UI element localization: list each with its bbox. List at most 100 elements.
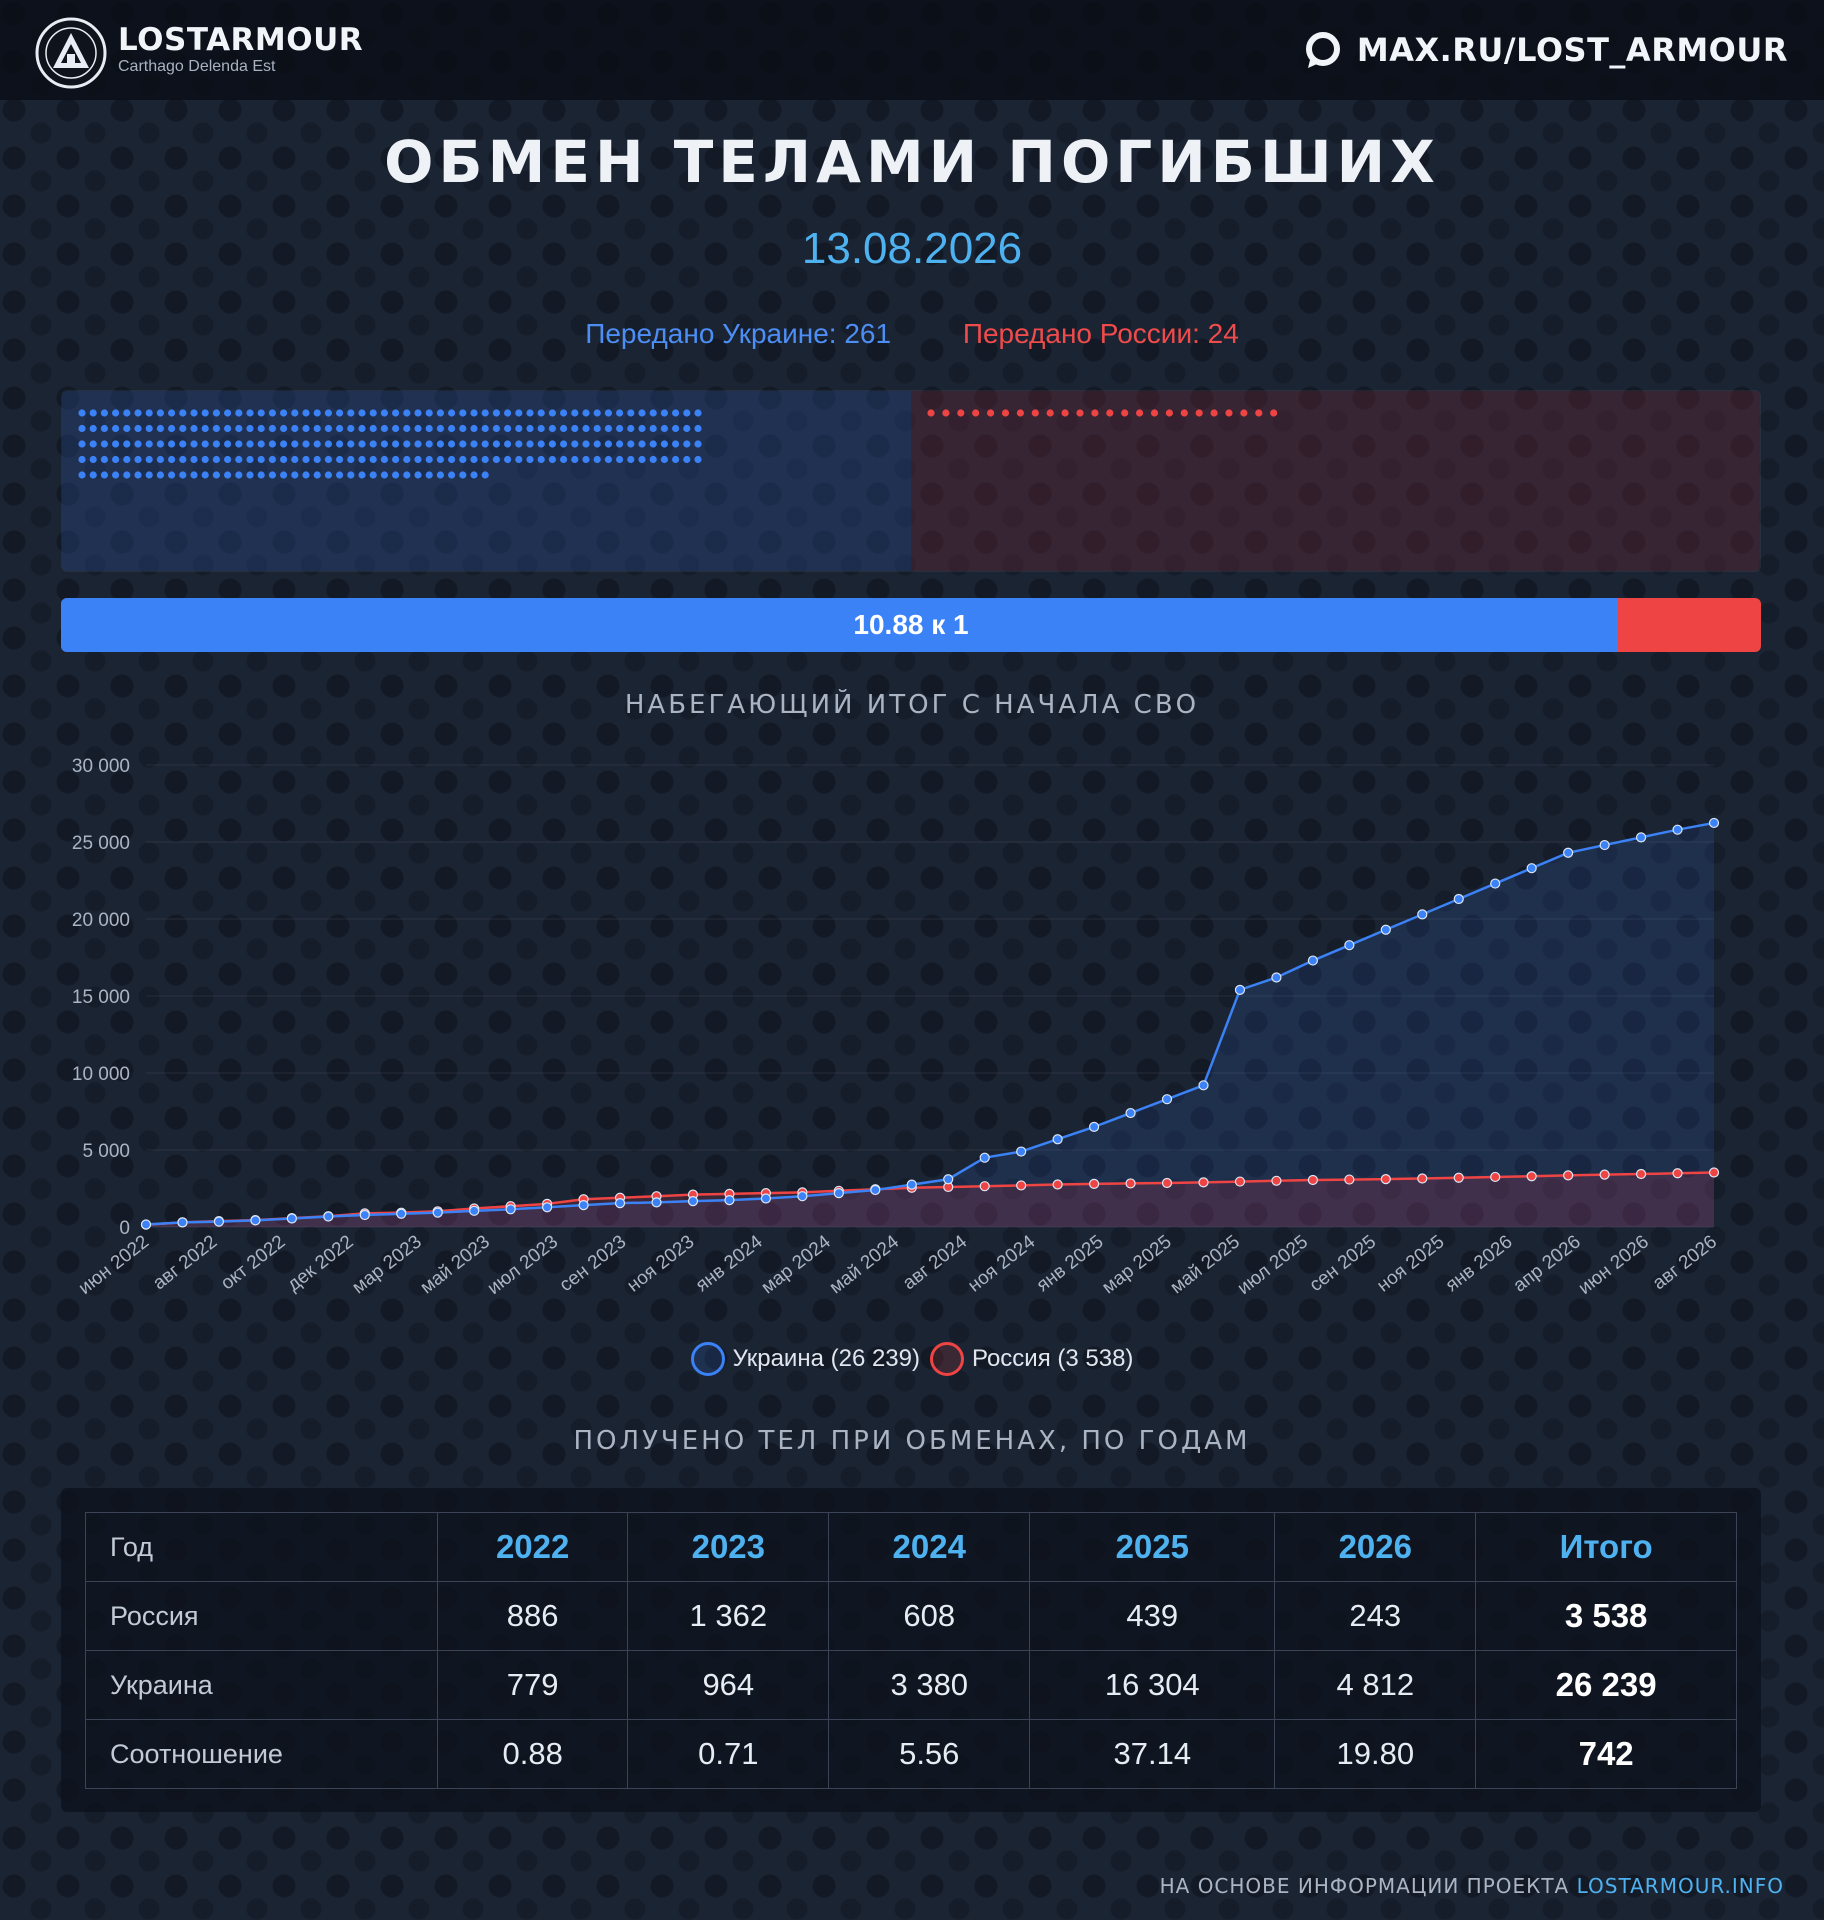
table-row: Россия 886 1 362 608 439 243 3 538 [85, 1581, 1737, 1651]
legend-ukraine[interactable]: Украина (26 239) [690, 1342, 920, 1376]
table-cell: 4 812 [1274, 1650, 1477, 1720]
ukraine-transfer-dot [638, 424, 646, 433]
russia-transfer-dot [1001, 409, 1010, 417]
ukraine-transfer-dot [649, 409, 657, 417]
ukraine-transfer-dot [134, 424, 142, 433]
ukraine-transfer-dot [268, 455, 276, 464]
ukraine-transfer-dot [593, 440, 601, 448]
ukraine-transfer-dot [425, 471, 433, 479]
ukraine-transfer-dot [571, 455, 579, 464]
ukraine-transfer-dot [448, 424, 456, 433]
table-cell: 243 [1274, 1581, 1477, 1651]
russia-dots-area [911, 391, 1760, 571]
footer-link[interactable]: LOSTARMOUR.INFO [1576, 1874, 1784, 1898]
russia-transfer-dot [1061, 409, 1069, 417]
table-cell: 964 [627, 1650, 830, 1720]
ukraine-transfer-dot [683, 409, 691, 417]
ukraine-data-point [250, 1215, 261, 1226]
russia-data-point [1307, 1174, 1318, 1186]
russia-data-point [1708, 1167, 1720, 1178]
ukraine-transfer-dot [302, 440, 310, 448]
table-header-row: Год 2022 2023 2024 2025 2026 Итого [85, 1512, 1737, 1582]
ukraine-transfer-dot [436, 424, 444, 433]
ukraine-transfer-dot [134, 409, 142, 417]
ukraine-transfer-dot [134, 455, 142, 464]
x-tick-label: июн 2026 [1575, 1231, 1653, 1299]
ukraine-transfer-dot [380, 471, 388, 479]
ukraine-data-point [359, 1209, 370, 1221]
ukraine-transfer-dot [604, 424, 613, 433]
ukraine-transfer-dot [358, 440, 366, 448]
ukraine-transfer-dot [324, 471, 332, 479]
ukraine-transfer-dot [268, 471, 276, 479]
ukraine-transfer-dot [235, 440, 243, 448]
russia-dots [927, 409, 1278, 417]
table-cell: 439 [1029, 1581, 1276, 1651]
ukraine-transfer-dot [123, 455, 131, 464]
x-tick-label: окт 2022 [217, 1231, 289, 1294]
russia-transfer-dot [1076, 409, 1084, 417]
ukraine-transfer-dot [201, 409, 209, 417]
ukraine-transfer-dot [672, 440, 680, 448]
ukraine-transfer-dot [515, 409, 523, 417]
ukraine-transfer-dot [470, 455, 478, 464]
footer-text: НА ОСНОВЕ ИНФОРМАЦИИ ПРОЕКТА [1159, 1874, 1577, 1898]
ukraine-transfer-dot [302, 471, 310, 479]
yearly-table: Год 2022 2023 2024 2025 2026 Итого Росси… [85, 1512, 1737, 1789]
brand-name: LOSTARMOUR [118, 22, 364, 58]
ukraine-transfer-dot [324, 440, 332, 448]
ukraine-transfer-dot [280, 455, 288, 464]
ukraine-transfer-dot [627, 424, 635, 433]
ukraine-transfer-dot [313, 440, 321, 448]
ukraine-transfer-dot [369, 440, 377, 448]
ukraine-transfer-dot [313, 424, 321, 433]
ukraine-transfer-dot [224, 409, 232, 417]
ukraine-transfer-dot [616, 424, 624, 433]
ukraine-transfer-dot [302, 424, 310, 433]
ukraine-transfer-dot [627, 440, 635, 448]
ukraine-transfer-dot [201, 424, 209, 433]
ukraine-transfer-dot [683, 424, 691, 433]
ukraine-transfer-dot [403, 424, 411, 433]
russia-data-point [1417, 1173, 1428, 1184]
legend-russia-label: Россия (3 538) [972, 1345, 1134, 1372]
table-header-cell: 2024 [828, 1512, 1031, 1582]
ukraine-transfer-dot [179, 440, 187, 448]
ukraine-transfer-dot [459, 455, 467, 464]
russia-transfer-dot [1091, 409, 1099, 417]
ukraine-transfer-dot [89, 471, 97, 479]
ukraine-transfer-dot [257, 471, 265, 479]
russia-area-fill [146, 1172, 1714, 1227]
ukraine-transfer-dot [336, 455, 344, 464]
table-row: Соотношение 0.88 0.71 5.56 37.14 19.80 7… [85, 1719, 1737, 1789]
ukraine-transfer-dot [168, 440, 176, 448]
ukraine-transfer-dot [235, 409, 243, 417]
ukraine-transfer-dot [694, 455, 702, 464]
max-messenger-icon [1305, 32, 1340, 68]
ukraine-transfer-dot [448, 471, 456, 479]
x-tick-label: мар 2025 [1098, 1231, 1175, 1298]
russia-data-point [979, 1181, 990, 1192]
legend-russia[interactable]: Россия (3 538) [930, 1342, 1133, 1376]
russia-data-point [1490, 1171, 1501, 1183]
ukraine-transfer-dot [638, 440, 646, 448]
ukraine-data-point [760, 1193, 772, 1204]
ukraine-transfer-dot [448, 409, 456, 417]
table-cell: 3 380 [828, 1650, 1031, 1720]
max-link[interactable]: MAX.RU/LOST_ARMOUR [1303, 26, 1788, 74]
ukraine-transfer-dot [459, 440, 467, 448]
ukraine-transfer-dot [414, 471, 422, 479]
ukraine-transfer-dot [336, 409, 344, 417]
ukraine-transfer-dot [291, 471, 299, 479]
russia-transfer-dot [1210, 409, 1218, 417]
ukraine-transfer-dot [145, 471, 153, 479]
ukraine-transfer-dot [235, 471, 243, 479]
ukraine-transfer-dot [380, 440, 388, 448]
ukraine-transfer-dot [179, 424, 187, 433]
ukraine-data-point [833, 1188, 844, 1199]
ukraine-transfer-dot [537, 455, 545, 464]
ukraine-area-fill [146, 822, 1714, 1227]
table-cell: Соотношение [85, 1719, 438, 1789]
ukraine-transfer-dot [414, 409, 422, 417]
table-header-cell: 2023 [627, 1512, 830, 1582]
